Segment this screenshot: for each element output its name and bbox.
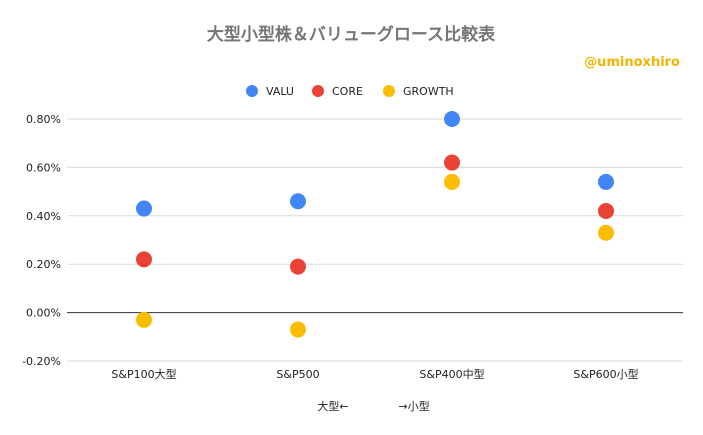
y-axis-ticks: -0.20% 0.00% 0.20% 0.40% 0.60% 0.80% bbox=[22, 113, 61, 368]
data-points bbox=[136, 111, 614, 338]
y-tick-label: -0.20% bbox=[22, 355, 61, 368]
y-tick-label: 0.20% bbox=[26, 258, 61, 271]
legend-label: GROWTH bbox=[403, 85, 454, 98]
chart-title: 大型小型株＆バリューグロース比較表 bbox=[207, 24, 496, 45]
gridlines bbox=[67, 118, 683, 362]
legend: VALU CORE GROWTH bbox=[246, 85, 454, 98]
data-point bbox=[290, 258, 306, 275]
x-tick-label: S&P400中型 bbox=[419, 367, 484, 381]
legend-marker bbox=[383, 85, 395, 97]
x-axis-title-left: 大型← bbox=[317, 399, 348, 413]
y-tick-label: 0.60% bbox=[26, 161, 61, 174]
data-point bbox=[290, 193, 306, 210]
x-tick-label: S&P100大型 bbox=[111, 367, 176, 381]
watermark-handle: @uminoxhiro bbox=[584, 55, 680, 70]
x-tick-label: S&P500 bbox=[276, 368, 319, 381]
x-axis-ticks: S&P100大型 S&P500 S&P400中型 S&P600小型 bbox=[111, 367, 638, 381]
data-point bbox=[598, 173, 614, 190]
legend-label: VALU bbox=[266, 85, 294, 98]
data-point bbox=[444, 111, 460, 127]
legend-label: CORE bbox=[332, 85, 363, 98]
data-point bbox=[598, 224, 614, 241]
legend-marker bbox=[246, 85, 258, 97]
data-point bbox=[136, 251, 152, 268]
data-point bbox=[444, 173, 460, 190]
y-tick-label: 0.40% bbox=[26, 210, 61, 223]
legend-marker bbox=[312, 85, 324, 97]
data-point bbox=[290, 321, 306, 338]
y-tick-label: 0.80% bbox=[26, 113, 61, 126]
y-tick-label: 0.00% bbox=[26, 307, 61, 320]
data-point bbox=[598, 202, 614, 219]
data-point bbox=[136, 200, 152, 217]
data-point bbox=[444, 154, 460, 171]
data-point bbox=[136, 311, 152, 328]
x-tick-label: S&P600小型 bbox=[573, 367, 638, 381]
x-axis-title-right: →小型 bbox=[398, 399, 429, 413]
